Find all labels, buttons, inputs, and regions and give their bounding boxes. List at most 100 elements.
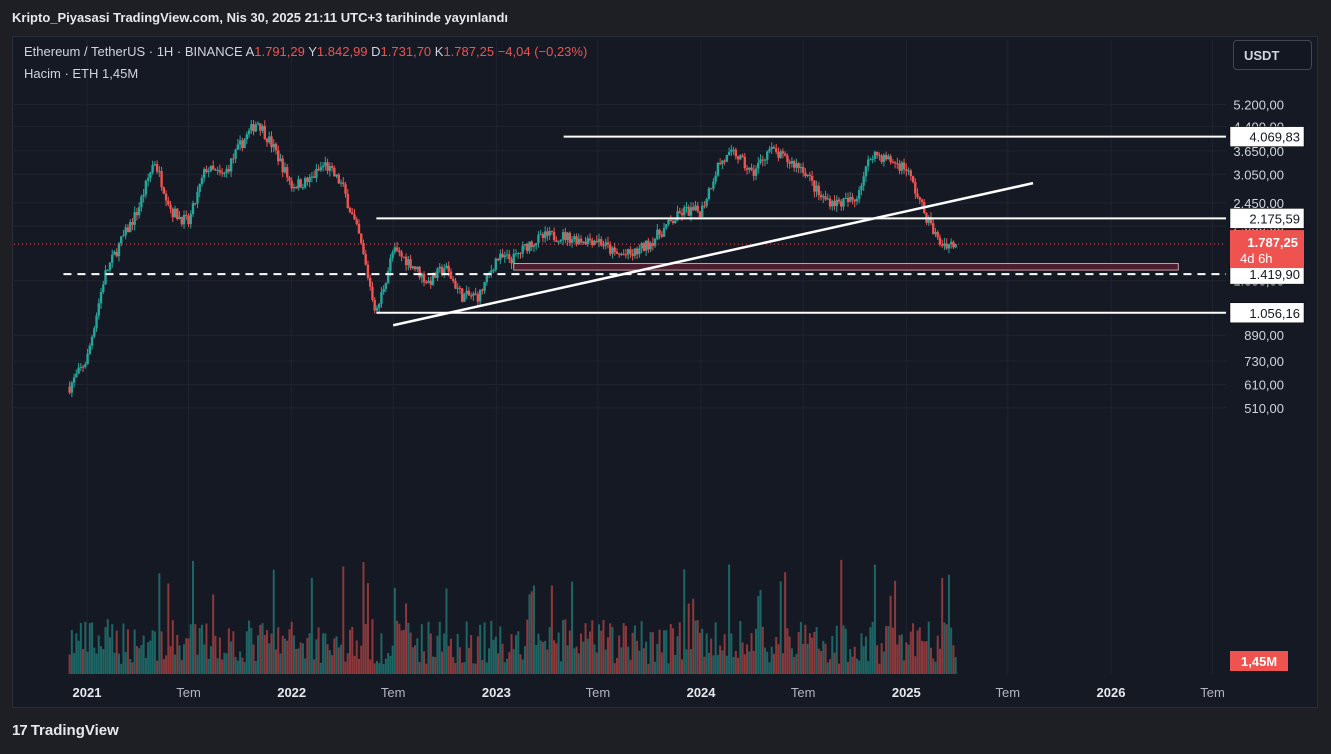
candle-body (546, 231, 549, 236)
candle-body (216, 170, 219, 172)
chart-panel[interactable] (12, 36, 1318, 708)
candle-body (775, 148, 778, 153)
volume-bar (429, 633, 432, 674)
x-tick-label: Tem (791, 685, 816, 700)
symbol-label[interactable]: Ethereum / TetherUS · 1H · BINANCE (24, 44, 243, 59)
candle-body (391, 252, 394, 259)
candle-body (687, 207, 690, 216)
currency-button[interactable]: USDT (1233, 40, 1312, 70)
volume-bar (734, 650, 737, 674)
volume-bar (737, 657, 740, 674)
candle-body (120, 236, 123, 244)
candle-body (99, 292, 103, 304)
volume-bar (277, 627, 280, 674)
candle-body (286, 167, 289, 178)
volume-legend-value: 1,45M (102, 66, 139, 81)
candle-body (481, 289, 484, 291)
volume-bar (86, 651, 89, 674)
candle-body (649, 242, 652, 250)
volume-bar (140, 644, 143, 674)
volume-bar (104, 627, 107, 674)
volume-bar (191, 560, 194, 674)
volume-bar (804, 624, 807, 674)
candle-body (203, 169, 206, 178)
candle-body (705, 199, 708, 206)
volume-bar (613, 663, 616, 674)
volume-bar (694, 620, 697, 674)
volume-bar (393, 587, 396, 674)
volume-bar (463, 662, 466, 674)
candle-body (384, 282, 388, 289)
volume-bar (820, 650, 823, 674)
candle-body (840, 201, 843, 207)
volume-bar (918, 627, 921, 674)
volume-bar (896, 644, 899, 674)
candle-body (761, 159, 764, 161)
volume-bar (817, 648, 820, 674)
volume-bar (322, 633, 325, 674)
volume-bar (465, 621, 468, 674)
x-tick-label: Tem (176, 685, 201, 700)
candle-body (873, 151, 877, 159)
volume-bar (315, 639, 318, 674)
candle-body (382, 288, 385, 293)
volume-bar (568, 630, 571, 674)
volume-bar (750, 633, 753, 674)
candle-body (238, 140, 242, 145)
candle-body (337, 174, 340, 184)
volume-bar (606, 637, 609, 674)
candle-body (146, 178, 150, 181)
candle-body (620, 253, 623, 255)
volume-bar (510, 634, 513, 674)
volume-bar (517, 631, 520, 674)
candle-body (375, 307, 379, 311)
volume-bar (636, 640, 639, 674)
candle-body (220, 172, 224, 174)
volume-bar (795, 653, 798, 674)
volume-bar (535, 645, 538, 674)
volume-bar (205, 623, 208, 674)
candle-body (469, 295, 473, 297)
volume-bar (485, 662, 488, 674)
candle-body (234, 149, 237, 159)
candle-body (95, 315, 98, 329)
close-label: K (434, 44, 444, 59)
candle-body (949, 241, 953, 245)
volume-bar (660, 652, 663, 674)
candle-body (846, 197, 850, 202)
candle-body (849, 196, 852, 202)
candle-body (185, 214, 188, 217)
volume-bar (382, 663, 385, 674)
volume-bar (409, 632, 412, 674)
candle-body (357, 223, 361, 234)
current-price-label: 1.787,25 (1247, 235, 1298, 250)
candle-body (407, 259, 410, 266)
candle-body (315, 168, 318, 178)
volume-bar (685, 649, 688, 674)
volume-bar (696, 620, 699, 674)
candle-body (564, 232, 567, 241)
y-tick-label: 3.050,00 (1233, 167, 1284, 182)
candle-body (721, 160, 724, 165)
volume-bar (891, 627, 894, 674)
volume-bar (703, 656, 706, 674)
candle-body (474, 293, 477, 295)
candle-body (189, 213, 192, 225)
volume-bar (214, 635, 217, 674)
volume-bar (70, 630, 73, 674)
candle-body (436, 268, 439, 278)
volume-bars (68, 559, 957, 674)
volume-bar (380, 633, 383, 674)
volume-bar (573, 648, 576, 674)
tradingview-brand[interactable]: 17 TradingView (12, 722, 119, 739)
candle-body (642, 243, 646, 251)
candle-body (862, 176, 865, 186)
volume-bar (799, 621, 802, 674)
candle-body (158, 171, 161, 173)
candle-body (317, 168, 320, 171)
volume-bar (149, 640, 152, 674)
volume-bar (272, 569, 275, 674)
candle-body (335, 174, 338, 177)
volume-bar (467, 647, 470, 674)
